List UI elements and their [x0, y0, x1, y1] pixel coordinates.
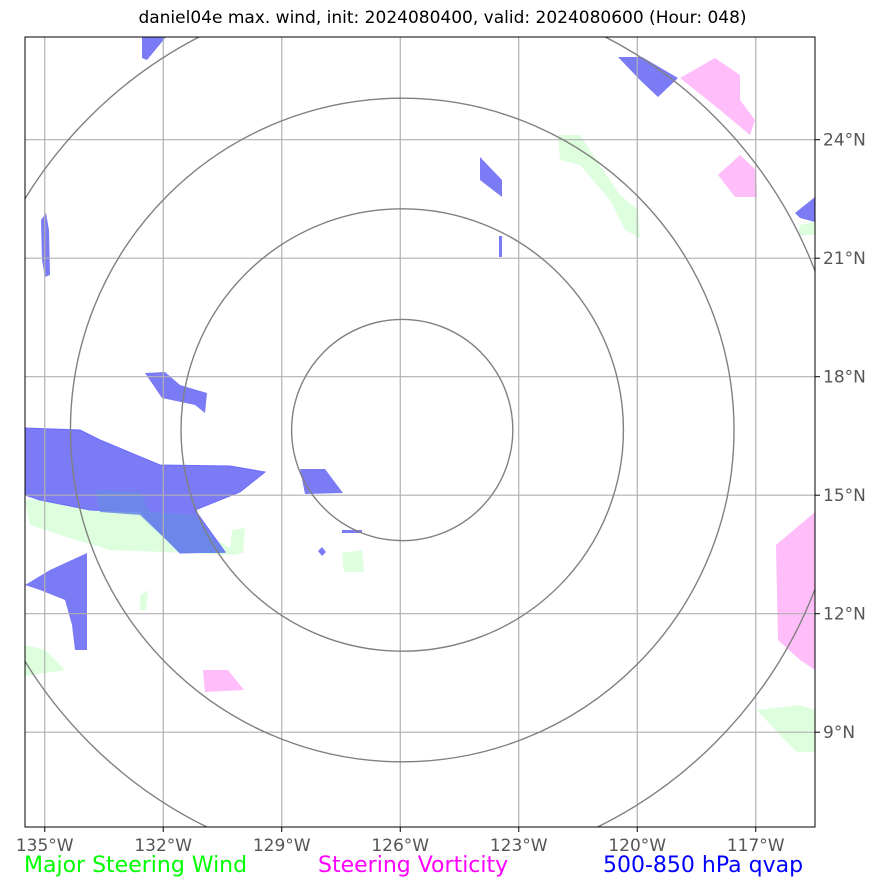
range-rings — [25, 37, 815, 827]
lat-tick-label: 24°N — [823, 131, 866, 151]
range-ring — [69, 97, 735, 763]
legend-steering-wind: Major Steering Wind — [24, 853, 248, 878]
lon-tick-label: 123°W — [490, 836, 548, 856]
range-ring — [180, 208, 625, 652]
lat-tick-label: 12°N — [823, 605, 866, 625]
lon-tick-label: 120°W — [608, 836, 666, 856]
lat-tick-label: 21°N — [823, 249, 866, 269]
qvap-shading — [25, 37, 815, 650]
overlay-layer — [25, 37, 815, 752]
lat-tick-label: 9°N — [823, 723, 855, 743]
lat-tick-label: 18°N — [823, 368, 866, 388]
graticule — [25, 37, 815, 827]
plot-background — [25, 37, 815, 827]
plot-frame — [24, 36, 816, 828]
lon-tick-label: 135°W — [16, 836, 74, 856]
steering-wind-shading — [25, 135, 815, 752]
legend-qvap: 500-850 hPa qvap — [603, 853, 804, 878]
steering-vorticity-shading — [203, 58, 815, 692]
lon-tick-label: 129°W — [253, 836, 311, 856]
lon-tick-label: 126°W — [371, 836, 429, 856]
lat-tick-label: 15°N — [823, 486, 866, 506]
lon-tick-label: 132°W — [134, 836, 192, 856]
axis-ticks: 135°W 132°W 129°W 126°W 123°W 120°W 117°W 24°N 2… — [16, 131, 866, 856]
lon-tick-label: 117°W — [727, 836, 785, 856]
range-ring — [290, 318, 514, 542]
map-title: daniel04e max. wind, init: 2024080400, v… — [138, 8, 747, 28]
legend-steering-vorticity: Steering Vorticity — [318, 853, 509, 878]
